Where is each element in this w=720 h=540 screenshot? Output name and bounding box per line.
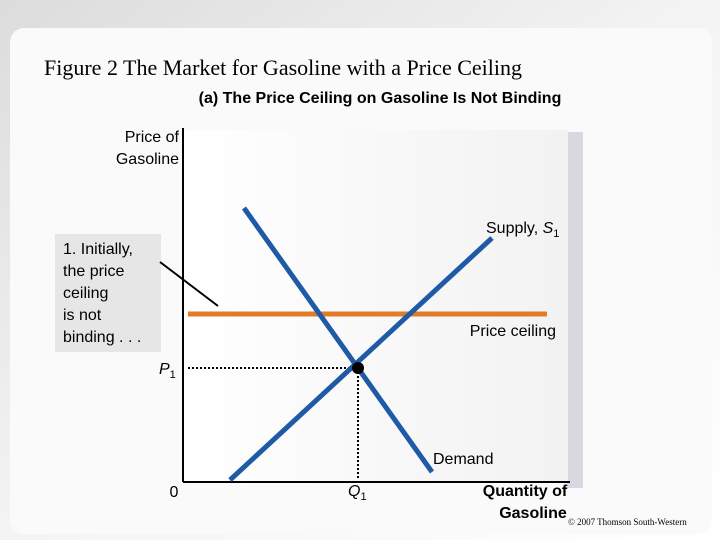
annotation-line: ceiling bbox=[63, 285, 108, 302]
price-symbol: P bbox=[159, 361, 170, 378]
supply-label: Supply, S1 bbox=[486, 220, 559, 240]
quantity-label: Q1 bbox=[348, 483, 367, 503]
demand-curve bbox=[241, 206, 435, 474]
annotation-line: the price bbox=[63, 263, 124, 280]
supply-subscript: 1 bbox=[553, 228, 559, 240]
annotation-pointer bbox=[159, 261, 219, 307]
annotation-line: 1. Initially, bbox=[63, 241, 133, 258]
y-axis-label: Price of bbox=[125, 129, 180, 146]
demand-label: Demand bbox=[433, 451, 493, 468]
y-axis-label: Gasoline bbox=[116, 151, 179, 168]
annotation-box bbox=[55, 234, 161, 352]
supply-symbol: S bbox=[543, 220, 554, 237]
price-label: P1 bbox=[159, 361, 176, 381]
copyright: © 2007 Thomson South-Western bbox=[568, 517, 687, 527]
title: Figure 2 The Market for Gasoline with a … bbox=[44, 55, 522, 80]
quantity-symbol: Q bbox=[348, 483, 360, 500]
equilibrium-point bbox=[352, 362, 364, 374]
x-axis-label: Gasoline bbox=[499, 505, 567, 522]
origin-label: 0 bbox=[170, 484, 179, 501]
quantity-subscript: 1 bbox=[360, 491, 366, 503]
annotation: 1. Initially, the price ceiling is not bindi… bbox=[63, 241, 141, 346]
price-subscript: 1 bbox=[170, 369, 176, 381]
annotation-line: is not bbox=[63, 307, 102, 324]
supply-curve bbox=[228, 236, 494, 482]
price-ceiling-label: Price ceiling bbox=[470, 323, 556, 340]
plot-area bbox=[183, 130, 568, 482]
x-axis-label: Quantity of bbox=[483, 483, 568, 500]
supply-text: Supply, bbox=[486, 220, 543, 237]
subtitle: (a) The Price Ceiling on Gasoline Is Not… bbox=[199, 90, 562, 107]
plot-shadow bbox=[567, 132, 583, 488]
annotation-line: binding . . . bbox=[63, 329, 141, 346]
